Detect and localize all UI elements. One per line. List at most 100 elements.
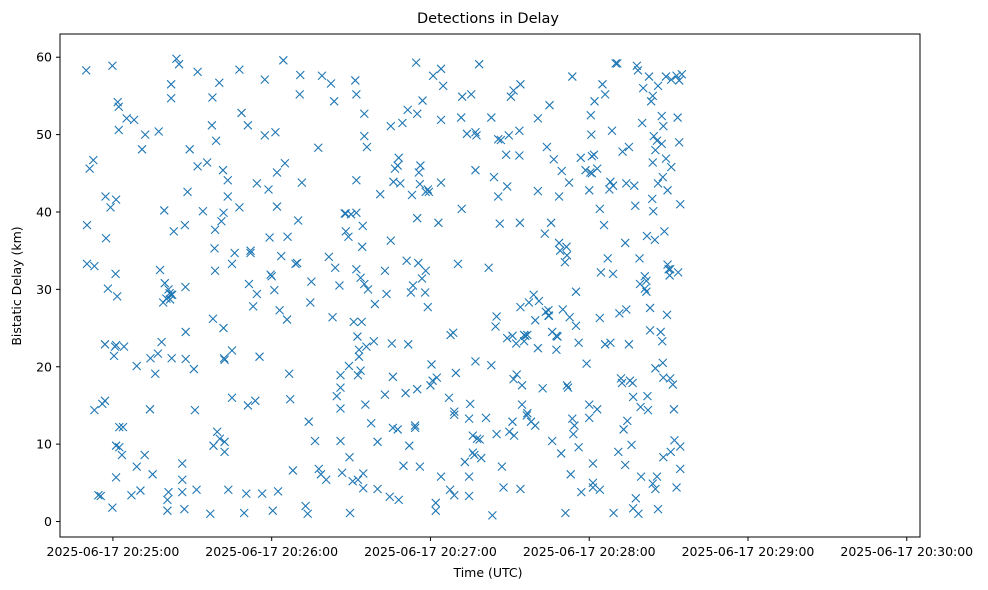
data-point bbox=[243, 401, 253, 410]
data-point bbox=[114, 102, 124, 112]
data-point bbox=[595, 485, 605, 495]
data-point bbox=[275, 305, 285, 315]
data-point bbox=[163, 495, 172, 505]
data-point bbox=[272, 202, 282, 211]
data-point bbox=[618, 147, 627, 157]
data-point bbox=[501, 150, 511, 160]
data-point bbox=[619, 425, 629, 434]
data-point bbox=[427, 360, 436, 369]
data-point bbox=[362, 342, 371, 352]
data-point bbox=[665, 373, 675, 383]
data-point bbox=[662, 310, 672, 320]
data-point bbox=[529, 290, 539, 300]
data-point bbox=[127, 490, 136, 500]
x-tick-label: 2025-06-17 20:25:00 bbox=[47, 544, 180, 559]
data-point bbox=[484, 263, 494, 273]
data-point bbox=[285, 394, 295, 404]
data-point bbox=[353, 332, 362, 341]
data-point bbox=[351, 208, 361, 218]
data-point bbox=[90, 261, 99, 271]
data-point bbox=[418, 96, 427, 105]
data-point bbox=[241, 489, 251, 499]
data-point bbox=[557, 166, 567, 176]
data-point bbox=[321, 475, 331, 485]
data-point bbox=[292, 258, 302, 268]
data-point bbox=[174, 59, 184, 69]
data-point bbox=[119, 342, 129, 352]
data-point bbox=[584, 185, 594, 195]
data-point bbox=[398, 118, 407, 128]
data-point bbox=[431, 506, 441, 516]
data-point bbox=[571, 287, 581, 297]
data-point bbox=[423, 185, 433, 194]
data-point bbox=[516, 484, 525, 494]
data-point bbox=[514, 151, 524, 160]
data-point bbox=[460, 457, 470, 467]
data-point bbox=[214, 78, 224, 88]
data-point bbox=[210, 243, 219, 253]
data-point bbox=[306, 277, 316, 287]
data-point bbox=[588, 483, 598, 492]
data-point bbox=[598, 79, 607, 89]
data-point bbox=[362, 142, 372, 152]
data-point bbox=[358, 469, 368, 478]
data-point bbox=[545, 100, 554, 110]
data-point bbox=[154, 127, 164, 136]
data-point bbox=[177, 459, 187, 468]
data-point bbox=[514, 126, 524, 136]
data-point bbox=[542, 142, 552, 152]
data-point bbox=[393, 161, 403, 170]
data-point bbox=[202, 158, 212, 167]
data-point bbox=[675, 442, 685, 451]
data-point bbox=[469, 450, 479, 460]
data-point bbox=[471, 127, 480, 137]
data-point bbox=[631, 493, 641, 503]
data-point bbox=[160, 278, 170, 288]
data-point bbox=[552, 345, 561, 355]
data-point bbox=[406, 288, 416, 297]
data-point bbox=[246, 248, 255, 258]
data-point bbox=[246, 246, 255, 256]
data-point bbox=[600, 89, 610, 99]
data-point bbox=[157, 337, 167, 347]
data-point bbox=[90, 405, 99, 415]
data-point bbox=[415, 179, 425, 189]
data-point bbox=[354, 352, 364, 362]
data-point bbox=[644, 72, 654, 81]
plot-frame bbox=[59, 33, 921, 538]
data-point bbox=[624, 339, 634, 349]
data-point bbox=[341, 226, 351, 236]
data-point bbox=[672, 483, 681, 492]
data-point bbox=[329, 96, 339, 106]
data-point bbox=[280, 158, 290, 168]
data-point bbox=[517, 400, 527, 410]
data-point bbox=[345, 508, 355, 518]
data-point bbox=[394, 495, 404, 505]
data-point bbox=[486, 113, 496, 122]
data-point bbox=[519, 336, 529, 346]
data-point bbox=[117, 450, 127, 460]
data-point bbox=[359, 131, 369, 141]
data-point bbox=[648, 91, 658, 101]
x-axis-label: Time (UTC) bbox=[452, 565, 522, 580]
data-point bbox=[373, 484, 382, 494]
data-point bbox=[516, 302, 525, 312]
data-point bbox=[386, 236, 396, 246]
data-point bbox=[570, 421, 579, 430]
data-point bbox=[612, 59, 622, 68]
data-point bbox=[562, 250, 572, 260]
data-point bbox=[100, 339, 110, 349]
data-point bbox=[449, 490, 459, 500]
data-point bbox=[511, 339, 521, 348]
data-point bbox=[650, 484, 660, 494]
data-point bbox=[166, 79, 176, 89]
chart-title: Detections in Delay bbox=[417, 11, 559, 27]
data-point bbox=[674, 137, 684, 147]
data-point bbox=[640, 271, 650, 281]
data-point bbox=[345, 452, 354, 462]
data-point bbox=[181, 282, 190, 292]
data-point bbox=[653, 178, 663, 188]
data-point bbox=[415, 462, 425, 471]
data-point bbox=[313, 143, 323, 153]
data-point bbox=[650, 363, 660, 373]
